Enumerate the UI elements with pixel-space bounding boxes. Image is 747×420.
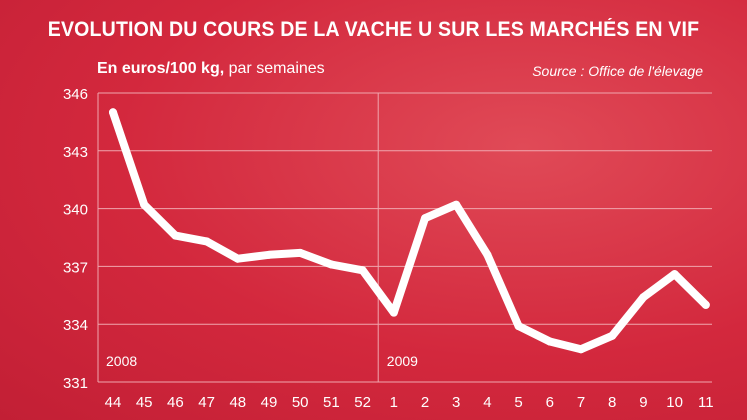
- x-axis-tick-labels: 44 45 46 47 48 49 50 51 52 1 2 3 4 5 6 7 8 9 10 11: [105, 394, 714, 411]
- x-tick-label-4: 4: [483, 394, 491, 411]
- data-point-50: [296, 248, 305, 257]
- x-tick-label-1: 1: [390, 394, 398, 411]
- data-point-45: [140, 200, 149, 209]
- data-point-11: [701, 300, 710, 309]
- data-point-6: [545, 337, 554, 346]
- year-label-2009: 2009: [387, 353, 418, 369]
- y-tick-label-334: 334: [63, 317, 88, 334]
- y-tick-label-331: 331: [63, 375, 88, 392]
- data-point-8: [608, 331, 617, 340]
- gridlines: [98, 92, 712, 383]
- x-tick-label-47: 47: [198, 394, 215, 411]
- series-line: [109, 108, 710, 354]
- data-point-49: [265, 250, 273, 259]
- x-tick-label-6: 6: [546, 394, 554, 411]
- data-point-48: [233, 254, 242, 263]
- x-tick-label-44: 44: [105, 394, 122, 411]
- data-point-7: [577, 345, 585, 354]
- y-tick-label-346: 346: [63, 86, 88, 103]
- y-tick-label-340: 340: [63, 202, 88, 219]
- x-tick-label-9: 9: [639, 394, 647, 411]
- chart-title: EVOLUTION DU COURS DE LA VACHE U SUR LES…: [47, 18, 700, 41]
- axes: [97, 93, 379, 382]
- x-tick-label-11: 11: [698, 394, 714, 411]
- subtitle-unit: En euros/100 kg,: [97, 60, 225, 77]
- x-tick-label-52: 52: [354, 394, 371, 411]
- data-point-46: [171, 231, 180, 240]
- x-tick-label-3: 3: [452, 394, 460, 411]
- y-tick-label-343: 343: [63, 144, 88, 161]
- chart-subtitle: En euros/100 kg, par semaines: [97, 60, 325, 78]
- x-tick-label-50: 50: [292, 394, 309, 411]
- x-tick-label-5: 5: [514, 394, 522, 411]
- x-tick-label-2: 2: [421, 394, 429, 411]
- series: [109, 108, 710, 354]
- year-labels: 2008 2009: [106, 353, 418, 369]
- x-tick-label-45: 45: [136, 394, 153, 411]
- y-tick-label-337: 337: [63, 259, 88, 276]
- data-point-2: [421, 214, 429, 223]
- data-point-51: [327, 260, 336, 269]
- x-tick-label-48: 48: [229, 394, 246, 411]
- data-point-10: [670, 270, 679, 279]
- data-point-1: [389, 308, 398, 317]
- year-label-2008: 2008: [106, 353, 137, 369]
- x-tick-label-10: 10: [666, 394, 683, 411]
- y-axis-tick-labels: 331 334 337 340 343 346: [63, 86, 88, 392]
- x-tick-label-7: 7: [577, 394, 585, 411]
- x-tick-label-46: 46: [167, 394, 184, 411]
- data-point-9: [639, 293, 648, 302]
- x-tick-label-49: 49: [261, 394, 278, 411]
- data-point-52: [358, 266, 367, 275]
- data-point-44: [109, 108, 117, 117]
- data-point-47: [202, 237, 211, 246]
- subtitle-period: par semaines: [224, 60, 325, 77]
- x-tick-label-51: 51: [323, 394, 340, 411]
- chart-source: Source : Office de l'élevage: [532, 63, 703, 79]
- data-point-5: [514, 322, 523, 331]
- data-point-4: [483, 250, 492, 259]
- x-tick-label-8: 8: [608, 394, 616, 411]
- data-point-3: [452, 200, 461, 209]
